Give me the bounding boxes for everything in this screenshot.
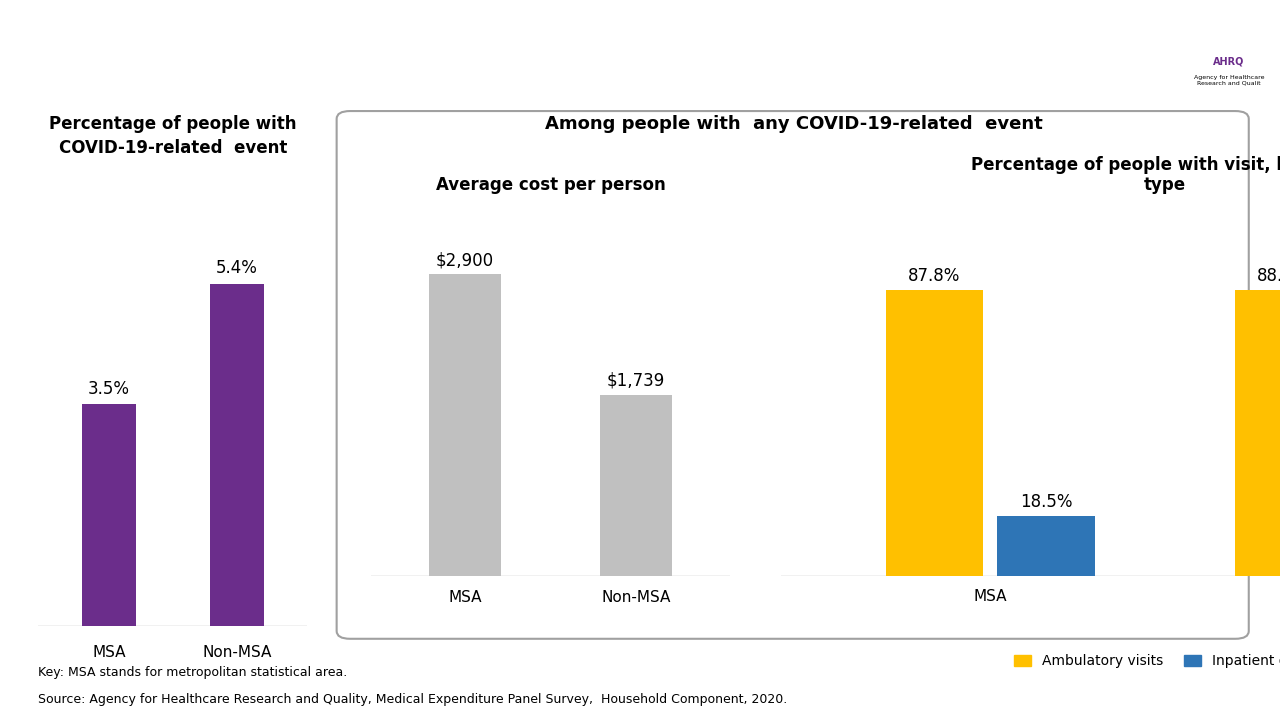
Text: Agency for Healthcare
Research and Qualit: Agency for Healthcare Research and Quali…: [1193, 75, 1265, 86]
Text: Percentage of people with visit, by event
type: Percentage of people with visit, by even…: [972, 156, 1280, 194]
Text: Among people with  any COVID-19-related  event: Among people with any COVID-19-related e…: [545, 115, 1042, 133]
Text: Source: Agency for Healthcare Research and Quality, Medical Expenditure Panel Su: Source: Agency for Healthcare Research a…: [38, 693, 787, 706]
Text: Non-MSA: Non-MSA: [602, 590, 671, 605]
Text: COVID-19-related  event: COVID-19-related event: [59, 139, 287, 157]
Text: $1,739: $1,739: [607, 372, 664, 390]
Text: MSA: MSA: [448, 590, 481, 605]
Text: Non-MSA: Non-MSA: [202, 645, 271, 660]
Bar: [210, 284, 264, 626]
Text: Percentage of people with: Percentage of people with: [49, 115, 297, 133]
Text: Key: MSA stands for metropolitan statistical area.: Key: MSA stands for metropolitan statist…: [38, 666, 348, 679]
Bar: [429, 274, 500, 576]
Bar: [600, 395, 672, 576]
Text: Figure 7. COVID-19 utilization and expenditures by MSA status, 2020: Figure 7. COVID-19 utilization and expen…: [47, 42, 1130, 70]
Text: 3.5%: 3.5%: [88, 380, 129, 397]
Legend: Ambulatory visits, Inpatient or ER: Ambulatory visits, Inpatient or ER: [1009, 649, 1280, 674]
Bar: [886, 290, 983, 576]
Text: 5.4%: 5.4%: [216, 259, 257, 277]
Ellipse shape: [1120, 48, 1280, 143]
Text: MSA: MSA: [974, 589, 1007, 604]
Text: 87.8%: 87.8%: [909, 267, 960, 285]
Text: Average cost per person: Average cost per person: [435, 176, 666, 194]
Bar: [1235, 289, 1280, 576]
Bar: [997, 516, 1094, 576]
Text: 18.5%: 18.5%: [1020, 493, 1073, 511]
Text: MSA: MSA: [92, 645, 125, 660]
Bar: [82, 404, 136, 626]
Text: AHRQ: AHRQ: [1213, 56, 1244, 66]
Text: $2,900: $2,900: [436, 251, 494, 269]
Text: 88.0%: 88.0%: [1257, 266, 1280, 284]
